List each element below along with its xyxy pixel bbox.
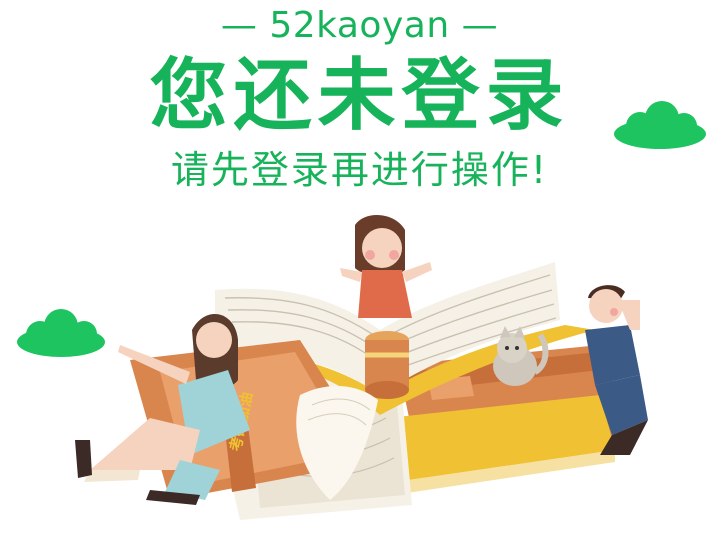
login-prompt: 请先登录再进行操作! [170,148,549,192]
cloud-icon [17,309,105,357]
page-title: 您还未登录 [149,51,570,141]
brand-line: — 52kaoyan — [220,5,499,46]
cloud-icon [614,101,706,149]
